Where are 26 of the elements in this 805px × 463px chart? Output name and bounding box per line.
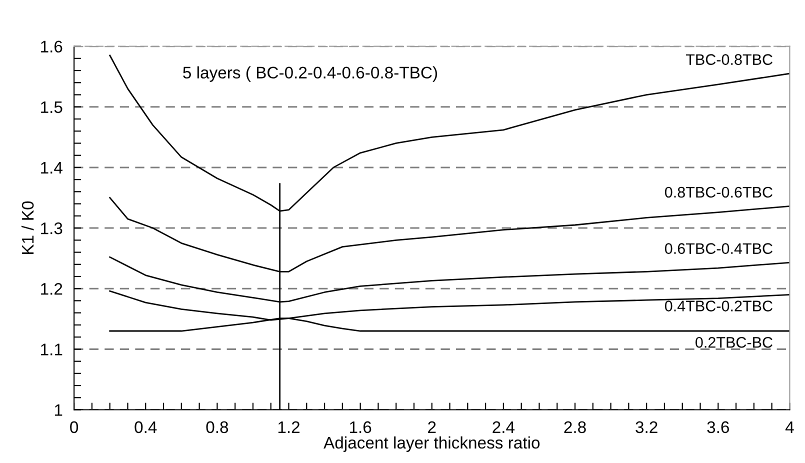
- series-label: 0.2TBC-BC: [696, 336, 772, 348]
- y-tick-label: 1.3: [41, 222, 62, 234]
- y-tick-label: 1.6: [41, 40, 62, 53]
- y-tick-label: 1.1: [41, 344, 62, 356]
- x-tick-label: 0: [70, 421, 78, 434]
- x-tick-label: 1.2: [278, 421, 300, 433]
- series-label: 0.4TBC-0.2TBC: [664, 300, 772, 312]
- y-tick-label: 1.5: [41, 101, 62, 114]
- x-tick-label: 0.8: [206, 421, 228, 434]
- series-label: 0.6TBC-0.4TBC: [664, 243, 772, 254]
- x-tick-label: 1.6: [350, 421, 372, 434]
- x-tick-label: 2.8: [564, 421, 586, 434]
- y-axis-title: K1 / K0: [21, 201, 34, 254]
- series-label: 0.8TBC-0.6TBC: [664, 186, 772, 198]
- x-tick-label: 2.4: [492, 421, 515, 433]
- x-tick-label: 4: [785, 421, 794, 433]
- x-tick-label: 3.6: [707, 421, 729, 434]
- y-tick-label: 1: [54, 404, 62, 416]
- y-tick-label: 1.4: [41, 162, 62, 174]
- text: 5 layers ( BC-0.2-0.4-0.6-0.8-TBC): [183, 66, 438, 82]
- y-tick-label: 1.2: [41, 283, 62, 295]
- x-tick-label: 3.2: [636, 421, 658, 434]
- x-axis-title: Adjacent layer thickness ratio: [324, 436, 540, 452]
- x-tick-label: 2: [428, 421, 436, 433]
- series-label: TBC-0.8TBC: [686, 54, 772, 65]
- x-tick-label: 0.4: [134, 421, 157, 434]
